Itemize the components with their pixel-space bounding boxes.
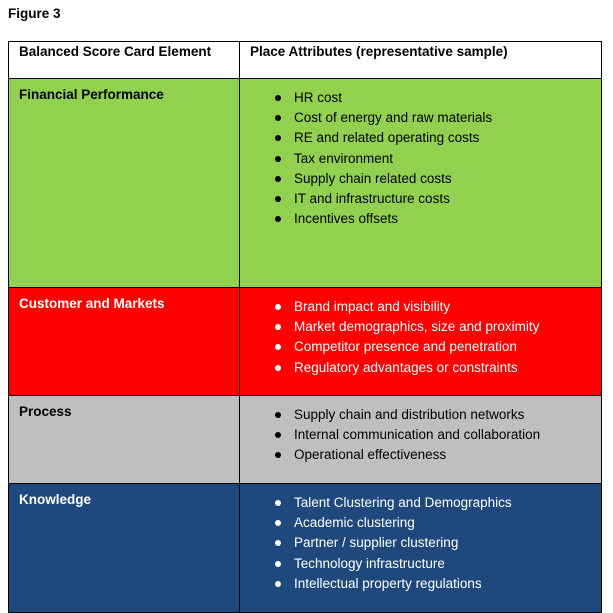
list-item: Regulatory advantages or constraints — [240, 358, 601, 378]
element-financial-performance: Financial Performance — [8, 78, 240, 288]
list-item: Tax environment — [240, 149, 601, 169]
list-item: Supply chain related costs — [240, 169, 601, 189]
header-element: Balanced Score Card Element — [8, 41, 240, 79]
row-knowledge: Knowledge Talent Clustering and Demograp… — [8, 483, 602, 613]
list-item: Competitor presence and penetration — [240, 337, 601, 357]
list-item: HR cost — [240, 88, 601, 108]
element-process: Process — [8, 395, 240, 484]
table-header-row: Balanced Score Card Element Place Attrib… — [8, 41, 602, 79]
attribute-list: Brand impact and visibility Market demog… — [240, 297, 601, 378]
list-item: Operational effectiveness — [240, 445, 601, 465]
list-item: Internal communication and collaboration — [240, 425, 601, 445]
list-item: Market demographics, size and proximity — [240, 317, 601, 337]
row-process: Process Supply chain and distribution ne… — [8, 395, 602, 484]
attributes-financial-performance: HR cost Cost of energy and raw materials… — [239, 78, 602, 288]
header-attributes: Place Attributes (representative sample) — [239, 41, 602, 79]
balanced-scorecard-table: Balanced Score Card Element Place Attrib… — [8, 41, 602, 613]
element-customer-and-markets: Customer and Markets — [8, 287, 240, 396]
list-item: RE and related operating costs — [240, 128, 601, 148]
figure-label: Figure 3 — [8, 6, 61, 21]
attributes-process: Supply chain and distribution networks I… — [239, 395, 602, 484]
list-item: Talent Clustering and Demographics — [240, 493, 601, 513]
attribute-list: Talent Clustering and Demographics Acade… — [240, 493, 601, 594]
element-knowledge: Knowledge — [8, 483, 240, 613]
attribute-list: Supply chain and distribution networks I… — [240, 405, 601, 466]
list-item: Intellectual property regulations — [240, 574, 601, 594]
row-financial-performance: Financial Performance HR cost Cost of en… — [8, 78, 602, 288]
list-item: Partner / supplier clustering — [240, 533, 601, 553]
attribute-list: HR cost Cost of energy and raw materials… — [240, 88, 601, 229]
list-item: Incentives offsets — [240, 209, 601, 229]
attributes-knowledge: Talent Clustering and Demographics Acade… — [239, 483, 602, 613]
list-item: Brand impact and visibility — [240, 297, 601, 317]
attributes-customer-and-markets: Brand impact and visibility Market demog… — [239, 287, 602, 396]
list-item: Supply chain and distribution networks — [240, 405, 601, 425]
list-item: Academic clustering — [240, 513, 601, 533]
list-item: Cost of energy and raw materials — [240, 108, 601, 128]
row-customer-and-markets: Customer and Markets Brand impact and vi… — [8, 287, 602, 396]
list-item: IT and infrastructure costs — [240, 189, 601, 209]
